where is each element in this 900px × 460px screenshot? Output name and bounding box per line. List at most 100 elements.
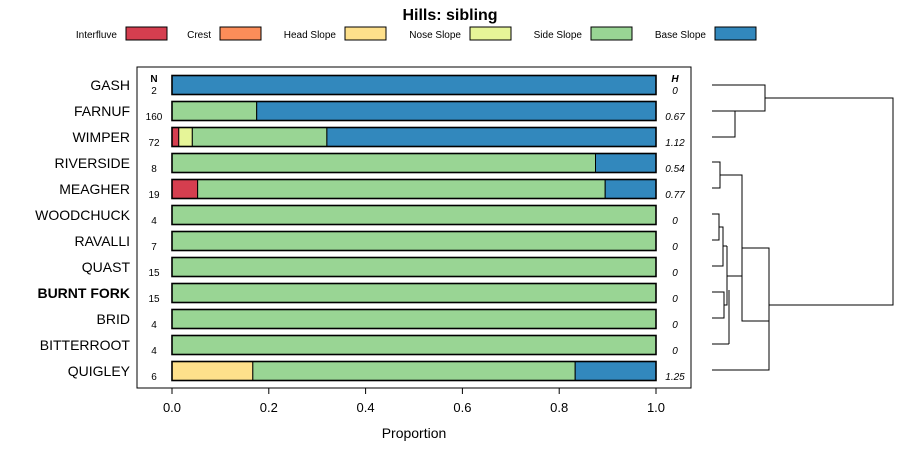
legend-label: Crest bbox=[187, 30, 211, 41]
legend-swatch bbox=[219, 26, 262, 41]
h-value: 0 bbox=[672, 86, 678, 97]
dendrogram-link bbox=[712, 111, 736, 138]
h-value: 0 bbox=[672, 242, 678, 253]
x-axis: 0.0 0.2 0.4 0.6 0.8 1.0 bbox=[163, 388, 665, 415]
bar-segment bbox=[171, 361, 254, 381]
bar-outline bbox=[171, 282, 657, 304]
x-tick-label: 1.0 bbox=[647, 400, 665, 415]
bars-group bbox=[171, 74, 657, 382]
bar-segment bbox=[171, 231, 657, 251]
legend-label: Head Slope bbox=[284, 30, 337, 41]
h-value: 1.12 bbox=[665, 138, 685, 149]
bar-outline bbox=[171, 74, 657, 96]
bar-segment bbox=[171, 309, 657, 329]
x-tick-label: 0.0 bbox=[163, 400, 181, 415]
bar-segment bbox=[171, 153, 596, 173]
n-value: 4 bbox=[151, 346, 157, 357]
h-value: 1.25 bbox=[665, 372, 685, 383]
h-value: 0 bbox=[672, 320, 678, 331]
category-label: QUIGLEY bbox=[68, 363, 131, 379]
dendrogram-link bbox=[765, 97, 894, 306]
bar-outline bbox=[171, 256, 657, 278]
dendrogram-link bbox=[712, 161, 721, 189]
category-label: WOODCHUCK bbox=[35, 207, 131, 223]
category-label: WIMPER bbox=[72, 129, 130, 145]
bar-outline bbox=[171, 360, 657, 382]
h-labels: 0 0.67 1.12 0.54 0.77 0 0 0 0 0 0 1.25 bbox=[665, 86, 685, 383]
bar-outline bbox=[171, 308, 657, 330]
legend-swatch bbox=[590, 26, 633, 41]
plot-frame bbox=[136, 66, 692, 389]
n-value: 15 bbox=[148, 268, 160, 279]
n-labels: 2 160 72 8 19 4 7 15 15 4 4 6 bbox=[146, 86, 163, 383]
bar-outline bbox=[171, 230, 657, 252]
bar-segment bbox=[256, 101, 657, 121]
bar-outline bbox=[171, 126, 657, 148]
bar-segment bbox=[171, 257, 657, 277]
x-tick-label: 0.4 bbox=[357, 400, 375, 415]
bar-segment bbox=[178, 127, 193, 147]
h-value: 0 bbox=[672, 294, 678, 305]
dendrogram bbox=[712, 84, 894, 371]
chart-title: Hills: sibling bbox=[402, 7, 497, 24]
legend-label: Nose Slope bbox=[409, 30, 461, 41]
legend: Interfluve Crest Head Slope Nose Slope Side … bbox=[76, 26, 757, 41]
bar-segment bbox=[171, 335, 657, 355]
n-value: 2 bbox=[151, 86, 157, 97]
legend-label: Interfluve bbox=[76, 30, 118, 41]
dendrogram-link bbox=[712, 226, 724, 267]
bar-segment bbox=[171, 127, 180, 147]
n-value: 19 bbox=[148, 190, 160, 201]
h-value: 0 bbox=[672, 346, 678, 357]
h-value: 0 bbox=[672, 216, 678, 227]
dendrogram-link bbox=[724, 246, 728, 306]
n-header: N bbox=[150, 74, 157, 85]
category-label: GASH bbox=[90, 77, 130, 93]
n-value: 4 bbox=[151, 216, 157, 227]
category-label: BITTERROOT bbox=[40, 337, 131, 353]
legend-swatch bbox=[714, 26, 757, 41]
bar-outline bbox=[171, 100, 657, 122]
bar-outline bbox=[171, 204, 657, 226]
bar-segment bbox=[171, 179, 199, 199]
h-value: 0.67 bbox=[665, 112, 685, 123]
n-value: 160 bbox=[146, 112, 163, 123]
bar-outline bbox=[171, 152, 657, 174]
x-tick-label: 0.8 bbox=[550, 400, 568, 415]
category-label: BRID bbox=[97, 311, 130, 327]
legend-label: Side Slope bbox=[534, 30, 583, 41]
bar-outline bbox=[171, 334, 657, 356]
bar-segment bbox=[326, 127, 657, 147]
bar-segment bbox=[191, 127, 328, 147]
legend-swatch bbox=[125, 26, 168, 41]
bar-segment bbox=[171, 205, 657, 225]
category-label: FARNUF bbox=[74, 103, 130, 119]
n-value: 72 bbox=[148, 138, 160, 149]
n-value: 7 bbox=[151, 242, 157, 253]
category-label: QUAST bbox=[82, 259, 131, 275]
n-value: 4 bbox=[151, 320, 157, 331]
bar-segment bbox=[595, 153, 657, 173]
x-tick-label: 0.2 bbox=[260, 400, 278, 415]
category-label: MEAGHER bbox=[59, 181, 130, 197]
bar-segment bbox=[171, 101, 258, 121]
category-label: RAVALLI bbox=[74, 233, 130, 249]
bar-segment bbox=[252, 361, 576, 381]
bar-segment bbox=[604, 179, 657, 199]
category-label: RIVERSIDE bbox=[55, 155, 130, 171]
legend-label: Base Slope bbox=[655, 30, 707, 41]
h-header: H bbox=[671, 74, 679, 85]
bar-outline bbox=[171, 178, 657, 200]
bar-segment bbox=[197, 179, 606, 199]
dendrogram-link bbox=[712, 84, 766, 112]
legend-swatch bbox=[469, 26, 512, 41]
n-value: 6 bbox=[151, 372, 157, 383]
category-labels: GASH FARNUF WIMPER RIVERSIDE MEAGHER WOODCHUC… bbox=[35, 77, 131, 379]
legend-swatch bbox=[344, 26, 387, 41]
dendrogram-link bbox=[712, 247, 770, 371]
h-value: 0.54 bbox=[665, 164, 685, 175]
h-value: 0.77 bbox=[665, 190, 685, 201]
category-label: BURNT FORK bbox=[37, 285, 130, 301]
x-axis-label: Proportion bbox=[382, 425, 447, 441]
bar-segment bbox=[171, 283, 657, 303]
